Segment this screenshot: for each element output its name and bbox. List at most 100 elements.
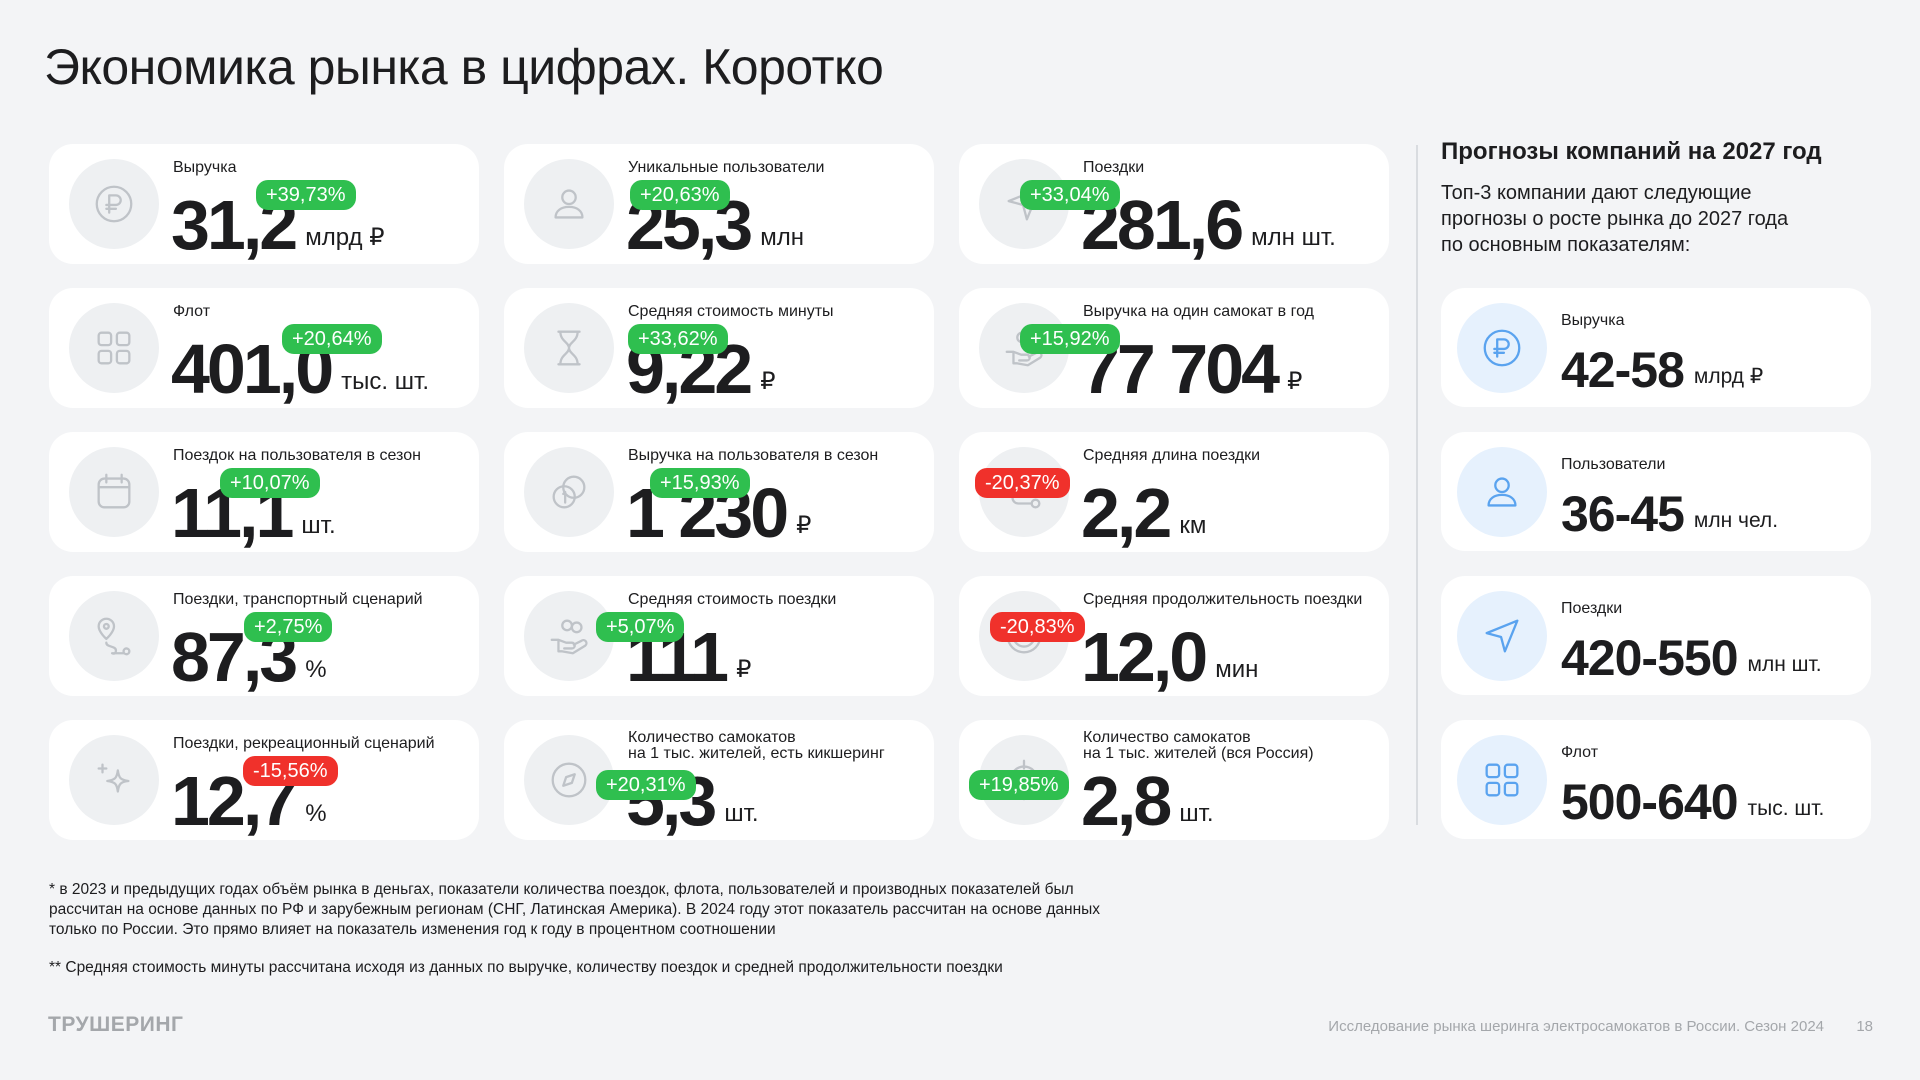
change-badge: +5,07% <box>596 612 685 642</box>
metric-unit: ₽ <box>736 656 752 683</box>
forecast-value: 500-640 <box>1561 774 1738 830</box>
brand-logo: ТРУШЕРИНГ <box>48 1013 184 1036</box>
forecast-title: Прогнозы компаний на 2027 год <box>1441 138 1822 165</box>
forecast-unit: тыс. шт. <box>1747 797 1825 820</box>
forecast-label: Выручка <box>1561 312 1625 329</box>
metric-label: Средняя продолжительность поездки <box>1083 591 1363 608</box>
forecast-value: 420-550 <box>1561 630 1738 686</box>
metric-unit: шт. <box>1179 800 1214 827</box>
sparkle-icon <box>69 735 159 825</box>
metric-value: 2,8 <box>1081 762 1172 840</box>
footer-text: Исследование рынка шеринга электросамока… <box>1328 1018 1824 1035</box>
forecast-value: 36-45 <box>1561 486 1685 542</box>
change-badge: +2,75% <box>244 612 333 642</box>
metric-value-row: 12,0 мин <box>1081 618 1259 696</box>
page-title: Экономика рынка в цифрах. Коротко <box>44 39 884 95</box>
user-icon-svg <box>1487 477 1517 507</box>
metric-card: Уникальные пользователи 25,3 млн +20,63% <box>504 144 934 264</box>
ruble-icon <box>69 159 159 249</box>
map-pin-route-icon <box>69 591 159 681</box>
metric-card: Поездок на пользователя в сезон 11,1 шт. +1… <box>49 432 479 552</box>
metric-unit: млн <box>760 224 805 251</box>
change-badge: -20,83% <box>990 612 1085 642</box>
user-icon <box>1457 447 1547 537</box>
metric-card: Количество самокатов на 1 тыс. жителей, … <box>504 720 934 840</box>
metric-label: Поездки, рекреационный сценарий <box>173 735 435 752</box>
change-badge: +15,93% <box>650 468 750 498</box>
metric-label: Количество самокатов на 1 тыс. жителей (… <box>1083 729 1314 762</box>
metric-card: Средняя продолжительность поездки 12,0 мин… <box>959 576 1389 696</box>
metric-unit: млн шт. <box>1251 224 1336 251</box>
metric-card: Поездки, рекреационный сценарий 12,7% -15,… <box>49 720 479 840</box>
hourglass-icon <box>524 303 614 393</box>
metric-value: 12,0 <box>1081 618 1208 696</box>
grid-icon-svg <box>97 331 131 365</box>
metric-value-row: 2,2 км <box>1081 478 1207 548</box>
metric-label: Средняя длина поездки <box>1083 447 1261 464</box>
change-badge: -20,37% <box>975 468 1070 498</box>
change-badge: +33,62% <box>628 324 728 354</box>
forecast-unit: млн чел. <box>1693 509 1779 532</box>
metric-unit: тыс. шт. <box>341 368 430 395</box>
hourglass-icon-svg <box>557 330 581 366</box>
change-badge: +20,63% <box>630 180 730 210</box>
forecast-label: Поездки <box>1561 600 1623 617</box>
metric-unit: км <box>1179 512 1207 539</box>
coins-icon-svg <box>552 475 586 509</box>
forecast-value-row: 42-58 млрд ₽ <box>1561 345 1763 395</box>
coins-icon <box>524 447 614 537</box>
metric-label: Уникальные пользователи <box>628 159 825 176</box>
metric-label: Выручка на один самокат в год <box>1083 303 1314 320</box>
metric-card: Выручка 31,2 млрд ₽ +39,73% <box>49 144 479 264</box>
metrics-grid: Выручка 31,2 млрд ₽ +39,73% Уникальные польз… <box>49 144 1389 840</box>
metric-label: Поездок на пользователя в сезон <box>173 447 421 464</box>
footnotes: * в 2023 и предыдущих годах объём рынка … <box>49 880 1149 996</box>
metric-card: Выручка на один самокат в год 77 704 ₽ +15,… <box>959 288 1389 408</box>
forecast-value-row: 36-45 млн чел. <box>1561 489 1778 539</box>
metric-unit: ₽ <box>796 512 812 539</box>
metric-label: Поездки, транспортный сценарий <box>173 591 423 608</box>
grid-icon-svg <box>1485 763 1519 797</box>
metric-label: Выручка <box>173 159 237 176</box>
change-badge: +15,92% <box>1020 324 1120 354</box>
sparkle-icon-svg <box>97 763 130 793</box>
user-icon-svg <box>554 189 584 219</box>
metric-card: Средняя стоимость минуты 9,22 ₽ +33,62% <box>504 288 934 408</box>
divider <box>1416 145 1418 825</box>
metric-card: Средняя длина поездки 2,2 км -20,37% <box>959 432 1389 552</box>
metric-card: Поездки, транспортный сценарий 87,3% +2,75… <box>49 576 479 696</box>
metric-unit: ₽ <box>760 368 776 395</box>
forecast-list: Выручка 42-58 млрд ₽ Пользователи 36-45 млн ч… <box>1441 288 1871 839</box>
change-badge: +20,64% <box>282 324 382 354</box>
calendar-icon-svg <box>97 473 131 509</box>
forecast-value-row: 500-640 тыс. шт. <box>1561 777 1824 827</box>
forecast-card: Пользователи 36-45 млн чел. <box>1441 432 1871 551</box>
change-badge: -15,56% <box>243 756 338 786</box>
ruble-icon <box>1457 303 1547 393</box>
metric-label: Флот <box>173 303 211 320</box>
footnote-2: ** Средняя стоимость минуты рассчитана и… <box>49 959 1003 976</box>
grid-icon <box>1457 735 1547 825</box>
change-badge: +33,04% <box>1020 180 1120 210</box>
compass-icon-svg <box>551 762 587 798</box>
metric-unit: % <box>305 656 327 683</box>
change-badge: +19,85% <box>969 770 1069 800</box>
metric-card: Флот 401,0 тыс. шт. +20,64% <box>49 288 479 408</box>
metric-unit: шт. <box>724 800 759 827</box>
change-badge: +10,07% <box>220 468 320 498</box>
forecast-value: 42-58 <box>1561 342 1685 398</box>
forecast-unit: млн шт. <box>1747 653 1822 676</box>
user-icon <box>524 159 614 249</box>
metric-label: Выручка на пользователя в сезон <box>628 447 879 464</box>
metric-unit: шт. <box>301 512 336 539</box>
forecast-label: Пользователи <box>1561 456 1666 473</box>
navigation-arrow-icon-svg <box>1485 619 1519 653</box>
metric-label: Количество самокатов на 1 тыс. жителей, … <box>628 729 885 762</box>
page-number: 18 <box>1856 1018 1873 1035</box>
coins-hand-icon-svg <box>550 619 588 655</box>
metric-unit: мин <box>1215 656 1259 683</box>
metric-card: Средняя стоимость поездки 111 ₽ +5,07% <box>504 576 934 696</box>
forecast-unit: млрд ₽ <box>1693 365 1764 388</box>
calendar-icon <box>69 447 159 537</box>
coins-hand-icon <box>524 591 614 681</box>
